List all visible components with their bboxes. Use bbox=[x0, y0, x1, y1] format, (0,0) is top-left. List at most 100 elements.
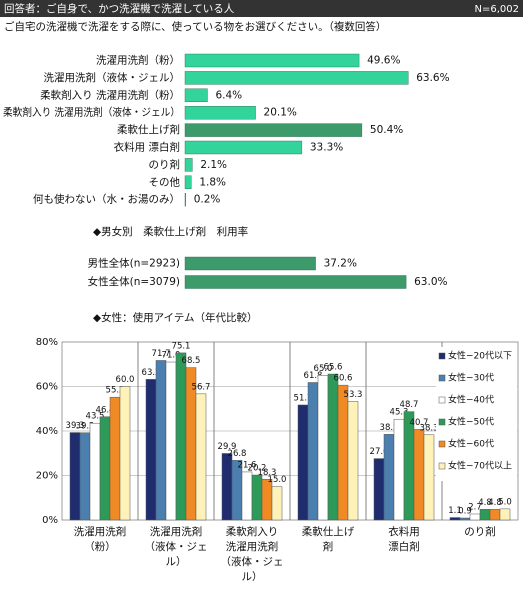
header-bar bbox=[0, 0, 523, 17]
bar bbox=[109, 396, 121, 521]
bar bbox=[79, 432, 91, 521]
value-label: 65.0 bbox=[314, 364, 333, 374]
value-label: 18.3 bbox=[258, 468, 277, 478]
value-label: 71.7 bbox=[152, 349, 171, 359]
bar bbox=[469, 513, 481, 521]
value-label: 53.3 bbox=[344, 390, 363, 400]
category-label: 洗濯用洗剤（液体・ジェル） bbox=[44, 71, 181, 84]
value-label: 0.2% bbox=[194, 194, 221, 206]
header-title: 回答者：ご自身で、かつ洗濯機で洗濯している人 bbox=[4, 2, 235, 15]
category-label: 女性全体(n=3079) bbox=[88, 275, 180, 288]
bar bbox=[195, 393, 207, 521]
legend-label: 女性−30代 bbox=[448, 372, 494, 384]
category-label: のり剤 bbox=[464, 526, 496, 538]
category-label: 柔軟仕上げ 剤 bbox=[301, 526, 355, 553]
category-label: 柔軟剤入り 洗濯用洗剤（粉） bbox=[40, 88, 180, 101]
section-title: ◆女性：使用アイテム（年代比較） bbox=[93, 311, 258, 324]
legend-label: 女性−70代以上 bbox=[448, 460, 512, 472]
value-label: 40.7 bbox=[410, 418, 429, 428]
bar bbox=[347, 401, 359, 521]
bar bbox=[317, 375, 329, 521]
bar bbox=[261, 479, 273, 521]
value-label: 63.2 bbox=[142, 368, 161, 378]
value-label: 45.3 bbox=[390, 408, 409, 418]
legend-swatch bbox=[438, 462, 446, 470]
value-label: 51.7 bbox=[294, 393, 313, 403]
value-label: 43.5 bbox=[86, 412, 105, 422]
bar bbox=[165, 361, 177, 521]
bar bbox=[499, 508, 511, 521]
value-label: 27.6 bbox=[370, 447, 389, 457]
legend-box bbox=[436, 347, 517, 481]
value-label: 71.0 bbox=[162, 351, 181, 361]
value-label: 46.4 bbox=[96, 405, 115, 415]
bar bbox=[393, 418, 405, 521]
bar bbox=[69, 432, 81, 521]
value-label: 38.5 bbox=[380, 423, 399, 433]
bar bbox=[271, 486, 283, 521]
value-label: 68.5 bbox=[182, 356, 201, 366]
value-label: 63.6% bbox=[416, 72, 449, 84]
bar bbox=[337, 384, 349, 521]
category-label: 柔軟剤入り 洗濯用洗剤 （液体・ジェル） bbox=[220, 526, 284, 583]
value-label: 33.3% bbox=[310, 142, 343, 154]
bar bbox=[99, 416, 111, 521]
value-label: 60.0 bbox=[116, 375, 135, 385]
legend-swatch bbox=[438, 440, 446, 448]
value-label: 5.0 bbox=[498, 497, 512, 507]
category-label: のり剤 bbox=[149, 158, 181, 171]
bar bbox=[184, 175, 192, 190]
category-label: 男性全体(n=2923) bbox=[88, 257, 180, 270]
bar bbox=[184, 88, 208, 103]
bar bbox=[297, 404, 309, 521]
value-label: 26.8 bbox=[228, 449, 247, 459]
y-tick-label: 0% bbox=[42, 515, 58, 526]
category-label: 衣料用 漂白剤 bbox=[114, 141, 180, 154]
value-label: 60.6 bbox=[334, 374, 353, 384]
value-label: 15.0 bbox=[268, 475, 287, 485]
bar bbox=[175, 352, 187, 521]
value-label: 56.7 bbox=[192, 382, 211, 392]
legend-label: 女性−20代以下 bbox=[448, 350, 512, 362]
value-label: 29.9 bbox=[218, 442, 237, 452]
bar bbox=[241, 471, 253, 521]
value-label: 39.2 bbox=[76, 421, 95, 431]
bar bbox=[184, 158, 193, 172]
section-title: ◆男女別 柔軟仕上げ剤 利用率 bbox=[93, 225, 248, 238]
value-label: 48.7 bbox=[400, 400, 419, 410]
bar bbox=[184, 275, 407, 289]
value-label: 4.8 bbox=[478, 498, 492, 508]
category-label: 柔軟仕上げ剤 bbox=[117, 123, 180, 136]
value-label: 65.6 bbox=[324, 363, 343, 373]
value-label: 55.2 bbox=[106, 386, 125, 396]
category-label: 洗濯用洗剤 （液体・ジェル） bbox=[144, 526, 208, 568]
category-label: 柔軟剤入り 洗濯用洗剤（液体・ジェル） bbox=[3, 106, 180, 119]
y-tick-label: 60% bbox=[36, 382, 58, 393]
value-label: 1.8% bbox=[199, 176, 226, 188]
value-label: 6.4% bbox=[215, 89, 242, 101]
category-label: 洗濯用洗剤（粉） bbox=[96, 54, 180, 67]
value-label: 38.3 bbox=[420, 423, 439, 433]
value-label: 61.8 bbox=[304, 371, 323, 381]
value-label: 0.9 bbox=[458, 506, 472, 516]
bar bbox=[489, 509, 501, 521]
value-label: 75.1 bbox=[172, 341, 191, 351]
bar bbox=[373, 458, 385, 521]
bar bbox=[307, 382, 319, 521]
bar bbox=[423, 434, 435, 521]
y-tick-label: 40% bbox=[36, 426, 58, 437]
legend-swatch bbox=[438, 396, 446, 404]
bar bbox=[184, 105, 256, 120]
value-label: 37.2% bbox=[324, 258, 357, 270]
bar bbox=[479, 509, 491, 521]
value-label: 49.6% bbox=[367, 55, 400, 67]
category-label: 洗濯用洗剤 （粉） bbox=[73, 526, 127, 553]
category-label: その他 bbox=[149, 175, 181, 188]
value-label: 2.1% bbox=[200, 159, 227, 171]
bar bbox=[413, 429, 425, 521]
legend-swatch bbox=[438, 352, 446, 360]
bar bbox=[459, 517, 471, 521]
bar bbox=[184, 123, 363, 137]
bar bbox=[449, 517, 461, 521]
